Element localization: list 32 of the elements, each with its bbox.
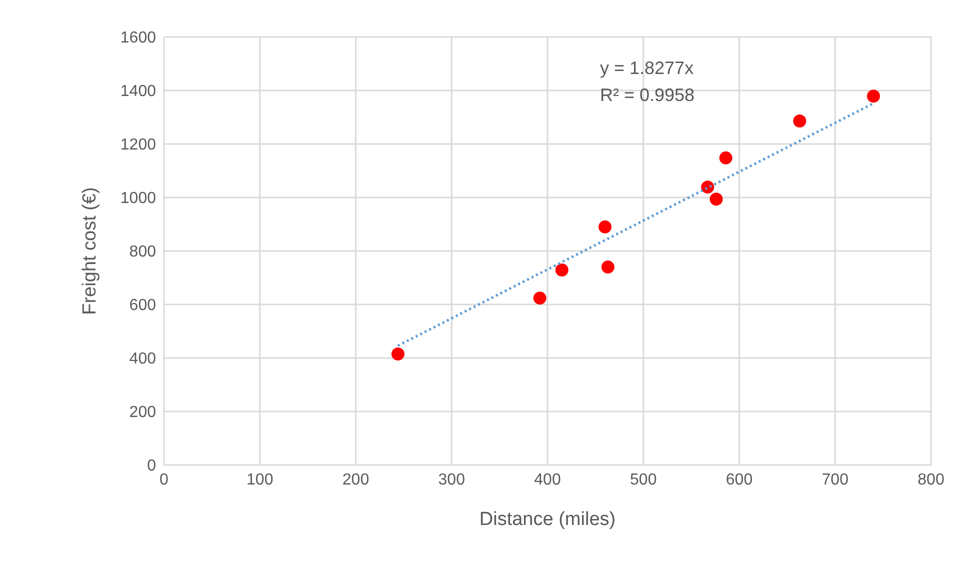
y-tick-label: 600 [129,297,156,314]
point [601,260,614,274]
x-tick-label: 800 [918,471,944,488]
x-tick-label: 400 [534,471,561,488]
y-tick-label: 1600 [120,30,156,47]
point [719,151,732,164]
point [701,180,714,194]
annotation: R² = 0.9958 [600,85,695,106]
annotation: y = 1.8277x [600,58,694,79]
point [533,292,546,305]
x-tick-label: 600 [726,471,753,488]
x-tick-label: 700 [822,471,849,488]
y-tick-label: 800 [129,244,156,261]
point [866,90,880,103]
point [555,263,568,276]
x-tick-label: 200 [342,471,370,488]
y-tick-label: 200 [129,404,156,422]
point [391,347,404,360]
x-tick-label: 300 [438,471,466,488]
y-tick-label: 1200 [120,136,156,154]
x-tick-label: 500 [630,471,657,488]
point [598,220,612,234]
point [710,192,723,206]
x-axis-title: Distance (miles) [479,509,616,530]
y-tick-label: 1400 [120,83,156,100]
y-axis-title: Freight cost (€) [80,187,101,315]
y-tick-label: 0 [147,458,156,475]
point [793,114,806,128]
y-tick-label: 400 [129,350,156,368]
x-tick-label: 0 [160,471,169,488]
x-tick-label: 100 [246,471,274,488]
y-tick-label: 1000 [120,190,156,208]
